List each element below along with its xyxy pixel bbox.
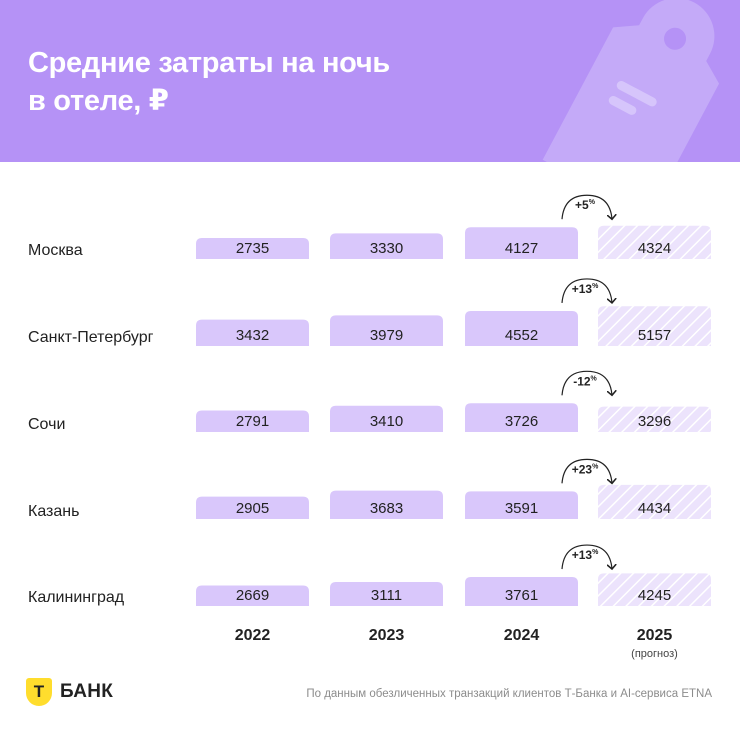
forecast-bar [598, 306, 711, 346]
bar [465, 491, 578, 519]
title-line-1: Средние затраты на ночь [28, 47, 390, 79]
year-label: 2024 [504, 627, 540, 644]
bar-value-label: 3296 [638, 413, 671, 430]
bar-value-label: 4245 [638, 587, 671, 604]
bar [330, 490, 443, 519]
bar-value-label: 3726 [505, 413, 538, 430]
change-label: +13% [572, 282, 599, 296]
bar-value-label: 3111 [371, 587, 402, 604]
bar [330, 405, 443, 432]
bar [196, 237, 309, 259]
bar-value-label: 3432 [236, 327, 269, 344]
city-label: Санкт-Петербург [28, 329, 154, 346]
bar-value-label: 2791 [236, 413, 269, 430]
bar [330, 233, 443, 259]
change-arrow [561, 544, 612, 569]
bar [465, 577, 578, 606]
change-label: +13% [572, 548, 599, 562]
bar [196, 410, 309, 432]
bar [465, 227, 578, 259]
hotel-cost-chart: Москва 2735 3330 4127 4324 Санкт-Петербург 343… [28, 194, 711, 660]
bar-value-label: 3761 [505, 587, 538, 604]
bar [330, 315, 443, 346]
bar-value-label: 3330 [370, 240, 403, 257]
bar-value-label: 4552 [505, 327, 538, 344]
change-label: -12% [573, 374, 597, 388]
year-label: 2023 [369, 627, 405, 644]
forecast-bar [598, 406, 711, 432]
bank-name: БАНК [60, 681, 114, 702]
bar-value-label: 3591 [505, 500, 538, 517]
bar-value-label: 4434 [638, 500, 671, 517]
tbank-shield-icon: Т [26, 678, 52, 706]
title-line-2: в отеле, ₽ [28, 85, 169, 117]
change-label: +5% [575, 198, 596, 212]
forecast-note: (прогноз) [631, 648, 678, 660]
header-banner: Средние затраты на ночь в отеле, ₽ [0, 0, 740, 162]
change-arrow [561, 370, 612, 395]
bar-value-label: 2905 [236, 500, 269, 517]
source-note: По данным обезличенных транзакций клиент… [306, 688, 712, 700]
city-label: Калининград [28, 589, 125, 606]
year-label: 2022 [235, 627, 271, 644]
tbank-logo: Т БАНК [26, 678, 113, 706]
bar-value-label: 4127 [505, 240, 538, 257]
bar [465, 310, 578, 346]
forecast-bar [598, 573, 711, 606]
change-arrow [561, 458, 612, 483]
change-arrow [561, 278, 612, 303]
bar [196, 585, 309, 606]
change-arrow [561, 194, 612, 219]
city-label: Казань [28, 503, 79, 520]
bar-value-label: 4324 [638, 240, 671, 257]
bar [196, 319, 309, 346]
door-hanger-icon [542, 0, 720, 162]
bar-value-label: 3683 [370, 500, 403, 517]
bar-value-label: 2669 [236, 587, 269, 604]
bar-value-label: 5157 [638, 327, 671, 344]
city-label: Сочи [28, 416, 65, 433]
bar-value-label: 2735 [236, 240, 269, 257]
forecast-bar [598, 225, 711, 259]
bar-value-label: 3979 [370, 327, 403, 344]
page-title: Средние затраты на ночь в отеле, ₽ [28, 44, 390, 120]
city-label: Москва [28, 242, 83, 259]
change-label: +23% [572, 462, 599, 476]
forecast-bar [598, 484, 711, 519]
bar [330, 582, 443, 606]
bar [196, 496, 309, 519]
bar-value-label: 3410 [370, 413, 403, 430]
bar [465, 403, 578, 432]
year-label: 2025 [637, 627, 673, 644]
